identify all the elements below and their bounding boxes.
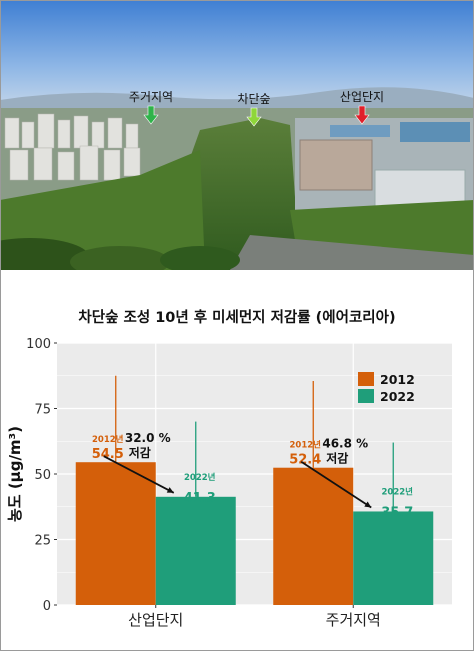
- bar-2022: [155, 496, 236, 605]
- year-tag: 2022년: [382, 486, 414, 497]
- y-axis-label: 농도 (μg/m³): [6, 426, 24, 522]
- bar-2012: [273, 467, 354, 605]
- down-arrow-icon: [246, 107, 262, 127]
- legend-swatch: [358, 372, 374, 386]
- reduction-arrow: [103, 455, 175, 494]
- y-tick-label: 50: [34, 468, 51, 483]
- year-tag: 2022년: [184, 472, 216, 483]
- landscape-photo: 주거지역 차단숲 산업단지: [0, 0, 474, 270]
- bar-2012: [75, 462, 156, 605]
- legend-label: 2022: [380, 389, 415, 404]
- legend-swatch: [358, 389, 374, 403]
- photo-label-industrial: 산업단지: [340, 90, 384, 104]
- down-arrow-icon: [354, 105, 370, 125]
- arrowhead-icon: [364, 501, 372, 508]
- reduction-word: 저감: [129, 445, 151, 460]
- y-tick-label: 75: [34, 403, 51, 418]
- reduction-percent: 46.8 %: [322, 437, 368, 451]
- legend-label: 2012: [380, 372, 415, 387]
- photo-label-residential: 주거지역: [129, 90, 173, 104]
- data-label: 52.4: [289, 453, 321, 468]
- down-arrow-icon: [143, 105, 159, 125]
- photo-label-buffer-forest: 차단숲: [237, 92, 270, 106]
- arrowhead-icon: [166, 487, 174, 493]
- x-category-label: 산업단지: [128, 611, 183, 629]
- data-label: 54.5: [92, 447, 124, 462]
- reduction-percent: 32.0 %: [125, 431, 171, 445]
- data-label: 41.3: [184, 491, 216, 506]
- y-tick-label: 100: [26, 337, 51, 352]
- reduction-word: 저감: [326, 451, 348, 466]
- reduction-arrow: [300, 460, 372, 509]
- year-tag: 2012년: [290, 440, 322, 451]
- year-tag: 2012년: [92, 434, 124, 445]
- x-category-label: 주거지역: [326, 611, 381, 629]
- chart-title: 차단숲 조성 10년 후 미세먼지 저감률 (에어코리아): [78, 308, 395, 326]
- data-label: 35.7: [381, 505, 413, 520]
- y-tick-label: 25: [34, 534, 51, 549]
- bar-2022: [353, 511, 434, 605]
- y-tick-label: 0: [43, 599, 51, 614]
